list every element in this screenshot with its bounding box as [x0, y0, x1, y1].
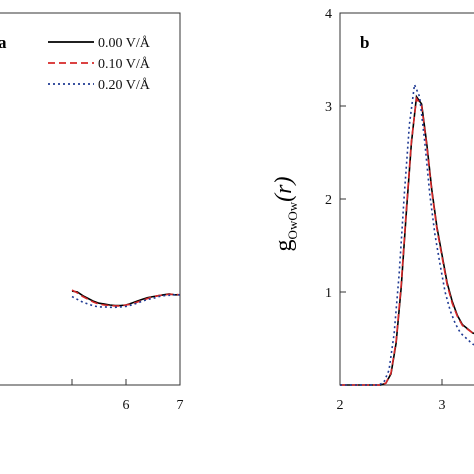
panel-b-label: b — [360, 33, 369, 52]
panel-a-frame — [0, 12, 181, 386]
panel-b-series-line-2 — [340, 81, 474, 386]
ylabel-main: g — [271, 239, 297, 251]
legend: 0.00 V/Å 0.10 V/Å 0.20 V/Å — [48, 35, 151, 93]
ylabel-paren: (r) — [271, 177, 297, 202]
panel-b-plot-area — [340, 81, 474, 386]
panel-b-y-tick-label-2: 3 — [325, 100, 332, 115]
legend-label-1: 0.10 V/Å — [98, 56, 151, 72]
legend-label-0: 0.00 V/Å — [98, 35, 151, 51]
panel-b-x-tick-label-1: 3 — [439, 398, 446, 413]
panel-b-y-tick-label-0: 1 — [325, 286, 332, 301]
panel-b-y-tick-label-1: 2 — [325, 193, 332, 208]
panel-a-x-tick-label-1: 7 — [177, 398, 184, 413]
panel-a-series-line-0 — [71, 290, 180, 307]
panel-a-plot-area — [71, 289, 181, 309]
panel-a-label: a — [0, 33, 7, 52]
panel-b-x-tick-label-0: 2 — [337, 398, 344, 413]
ylabel-sub: OwOw — [285, 201, 300, 239]
panel-b-series-line-0 — [340, 94, 474, 386]
panel-b-y-axis-label: gOwOw(r) — [271, 177, 300, 252]
panel-b-y-axis: 1 2 3 4 — [325, 7, 346, 301]
panel-b-series-line-1 — [340, 96, 474, 386]
panel-a-series-line-1 — [71, 289, 181, 307]
panel-a-x-tick-label-0: 6 — [123, 398, 130, 413]
panel-b-y-tick-label-3: 4 — [325, 7, 332, 22]
panel-a-series-line-2 — [71, 293, 180, 309]
legend-label-2: 0.20 V/Å — [98, 77, 151, 93]
svg-text:gOwOw(r): gOwOw(r) — [271, 177, 300, 252]
